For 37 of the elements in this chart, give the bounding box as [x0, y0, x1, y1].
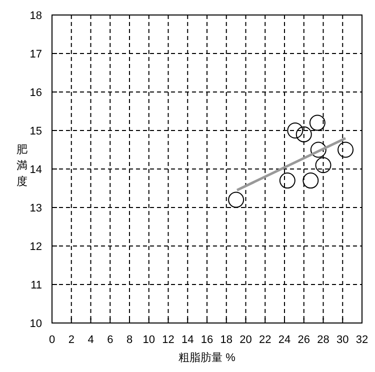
- y-tick-label: 11: [30, 280, 42, 292]
- point: [287, 122, 304, 138]
- x-tick-label: 18: [220, 334, 232, 346]
- y-tick-label: 15: [30, 126, 42, 138]
- x-tick-label: 20: [240, 334, 252, 346]
- y-tick-label: 18: [30, 10, 42, 22]
- y-tick-label: 16: [30, 87, 42, 99]
- x-tick-label: 6: [107, 334, 114, 346]
- x-tick-label: 8: [126, 334, 133, 346]
- point: [296, 126, 312, 142]
- y-tick-label: 14: [30, 164, 42, 176]
- y-tick-label: 17: [30, 48, 42, 60]
- x-tick-label: 4: [88, 334, 94, 346]
- x-tick-label: 10: [142, 334, 155, 346]
- x-tick-label: 26: [298, 334, 310, 346]
- x-tick-label: 2: [68, 334, 74, 346]
- point: [228, 192, 244, 208]
- point: [338, 142, 354, 158]
- y-tick-label: 12: [30, 241, 42, 253]
- x-tick-label: 24: [278, 334, 291, 346]
- y-axis-title: 肥満度: [16, 144, 28, 188]
- x-tick-label: 12: [162, 334, 174, 346]
- x-tick-label: 22: [259, 334, 272, 346]
- x-tick-label: 14: [182, 334, 194, 346]
- point: [315, 157, 332, 174]
- x-axis-title: 粗脂肪量 %: [178, 351, 236, 364]
- point: [302, 172, 319, 189]
- x-tick-label: 0: [48, 334, 56, 346]
- point: [279, 172, 296, 189]
- x-tick-label: 28: [317, 334, 330, 346]
- y-tick-label: 10: [30, 318, 42, 330]
- point: [309, 114, 326, 131]
- x-tick-label: 16: [200, 334, 214, 346]
- x-tick-label: 30: [336, 334, 349, 346]
- x-tick-label: 32: [356, 334, 368, 346]
- y-tick-label: 13: [30, 202, 42, 214]
- point: [310, 142, 326, 158]
